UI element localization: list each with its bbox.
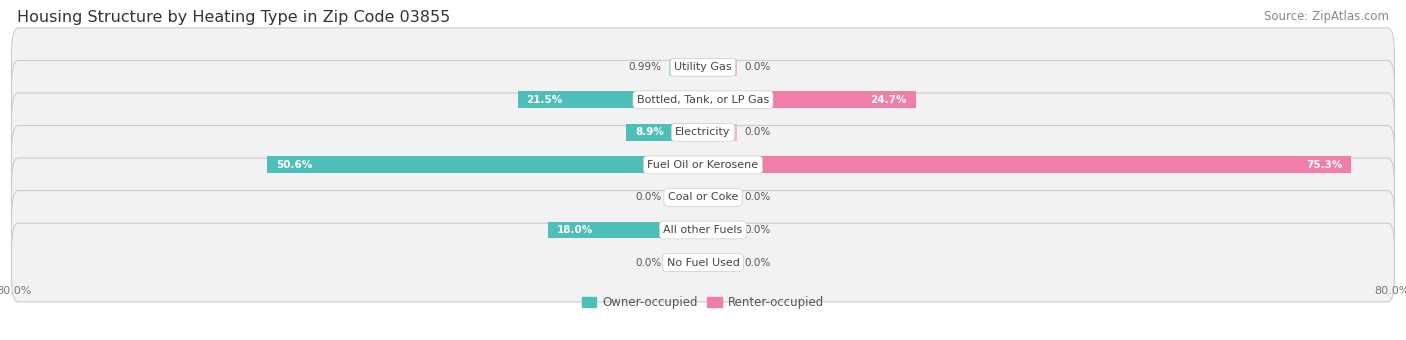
FancyBboxPatch shape <box>11 191 1395 269</box>
Bar <box>695 59 703 76</box>
Text: 21.5%: 21.5% <box>526 95 562 105</box>
Bar <box>669 254 703 271</box>
FancyBboxPatch shape <box>11 61 1395 139</box>
Bar <box>517 91 703 108</box>
Text: 0.0%: 0.0% <box>636 192 662 202</box>
Text: Utility Gas: Utility Gas <box>675 62 731 72</box>
Bar <box>669 189 703 206</box>
Bar <box>703 124 738 141</box>
Text: 0.0%: 0.0% <box>744 192 770 202</box>
Text: Electricity: Electricity <box>675 128 731 137</box>
Bar <box>626 124 703 141</box>
FancyBboxPatch shape <box>11 125 1395 204</box>
FancyBboxPatch shape <box>11 28 1395 107</box>
Bar <box>703 91 915 108</box>
Text: 0.0%: 0.0% <box>744 225 770 235</box>
Bar <box>703 156 1351 173</box>
Bar <box>267 156 703 173</box>
Text: 0.0%: 0.0% <box>744 62 770 72</box>
Text: Fuel Oil or Kerosene: Fuel Oil or Kerosene <box>647 160 759 170</box>
Text: Housing Structure by Heating Type in Zip Code 03855: Housing Structure by Heating Type in Zip… <box>17 10 450 25</box>
Text: 0.0%: 0.0% <box>744 257 770 268</box>
Bar <box>626 124 703 141</box>
FancyBboxPatch shape <box>11 158 1395 237</box>
Text: All other Fuels: All other Fuels <box>664 225 742 235</box>
FancyBboxPatch shape <box>11 93 1395 172</box>
Text: 0.99%: 0.99% <box>628 62 662 72</box>
Text: 8.9%: 8.9% <box>636 128 664 137</box>
Bar <box>703 59 738 76</box>
Text: Bottled, Tank, or LP Gas: Bottled, Tank, or LP Gas <box>637 95 769 105</box>
Bar <box>703 222 738 238</box>
FancyBboxPatch shape <box>11 223 1395 302</box>
Text: 18.0%: 18.0% <box>557 225 593 235</box>
Legend: Owner-occupied, Renter-occupied: Owner-occupied, Renter-occupied <box>578 291 828 314</box>
Bar <box>703 91 915 108</box>
Text: 50.6%: 50.6% <box>276 160 312 170</box>
Text: Coal or Coke: Coal or Coke <box>668 192 738 202</box>
Text: 24.7%: 24.7% <box>870 95 907 105</box>
Text: 0.0%: 0.0% <box>636 257 662 268</box>
Bar <box>703 156 1351 173</box>
Text: 0.0%: 0.0% <box>744 128 770 137</box>
Bar <box>517 91 703 108</box>
Text: Source: ZipAtlas.com: Source: ZipAtlas.com <box>1264 10 1389 23</box>
Bar <box>267 156 703 173</box>
Text: 75.3%: 75.3% <box>1306 160 1343 170</box>
Bar <box>669 59 703 76</box>
Bar <box>548 222 703 238</box>
Text: No Fuel Used: No Fuel Used <box>666 257 740 268</box>
Bar <box>703 189 738 206</box>
Bar <box>703 254 738 271</box>
Bar <box>548 222 703 238</box>
